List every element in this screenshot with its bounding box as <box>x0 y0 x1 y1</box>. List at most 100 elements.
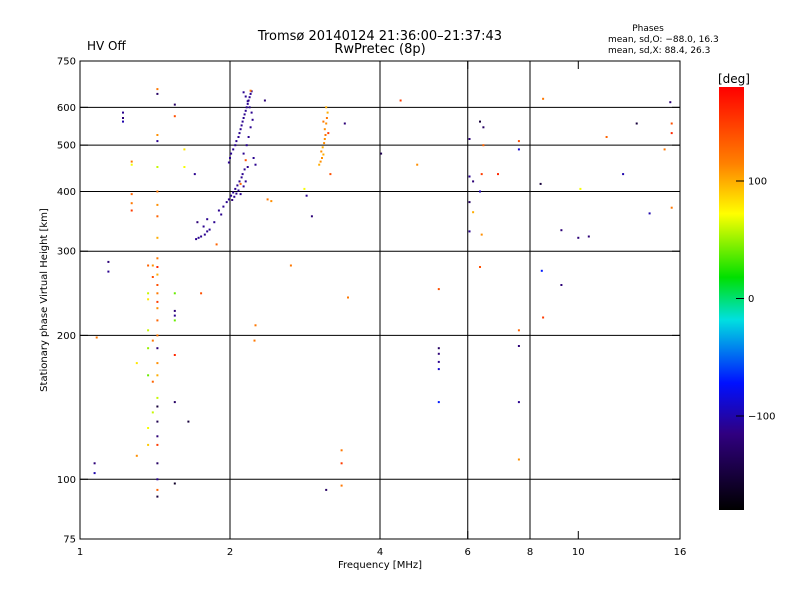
data-point <box>437 401 440 404</box>
data-point <box>327 132 330 135</box>
data-point <box>517 140 520 143</box>
x-tick-label: 6 <box>465 547 471 558</box>
data-point <box>135 362 138 365</box>
data-point <box>340 449 343 452</box>
data-point <box>173 314 176 317</box>
data-point <box>239 128 242 131</box>
data-point <box>206 218 209 221</box>
data-point <box>151 264 154 267</box>
data-point <box>251 118 254 121</box>
data-point <box>250 111 253 114</box>
data-point <box>669 101 672 104</box>
data-point <box>253 339 256 342</box>
colorbar-tick-label: −100 <box>748 412 775 423</box>
data-point <box>263 99 266 102</box>
data-point <box>156 420 159 423</box>
data-point <box>325 488 328 491</box>
data-point <box>244 159 247 162</box>
data-point <box>540 269 543 272</box>
data-point <box>196 221 199 224</box>
data-point <box>229 157 231 159</box>
data-point <box>173 115 176 118</box>
data-point <box>215 243 218 246</box>
data-point <box>236 184 239 187</box>
data-point <box>173 319 176 322</box>
data-point <box>479 190 481 193</box>
data-point <box>156 334 159 337</box>
data-point <box>635 122 638 125</box>
data-point <box>156 300 159 303</box>
data-point <box>670 122 673 125</box>
data-point <box>323 128 326 131</box>
data-point <box>237 189 240 192</box>
data-point <box>249 92 252 95</box>
data-point <box>151 411 154 414</box>
data-point <box>248 96 251 99</box>
data-point <box>238 132 241 135</box>
data-point <box>254 324 257 327</box>
colorbar-ticks: 100 0 −100 <box>736 177 775 423</box>
data-point <box>399 99 402 102</box>
data-point <box>130 209 133 212</box>
data-point <box>156 462 159 465</box>
data-point <box>246 100 249 103</box>
data-point <box>193 173 196 176</box>
data-point <box>468 230 471 233</box>
data-point <box>517 329 520 332</box>
data-point <box>156 190 159 193</box>
data-point <box>156 319 159 322</box>
data-point <box>156 435 159 438</box>
data-point <box>227 161 230 164</box>
data-point <box>249 89 252 92</box>
data-point <box>321 146 324 149</box>
data-point <box>244 95 247 98</box>
stats-x-line: mean, sd,X: 88.4, 26.3 <box>608 46 710 56</box>
data-point <box>147 292 150 295</box>
data-point <box>232 191 235 194</box>
data-point <box>147 298 150 301</box>
data-point <box>173 354 176 356</box>
stats-o-line: mean, sd,O: −88.0, 16.3 <box>608 35 719 45</box>
data-point <box>479 120 481 123</box>
data-point <box>321 157 323 159</box>
data-point <box>310 215 313 218</box>
data-point <box>239 182 242 185</box>
grid-lines <box>80 61 680 539</box>
data-point <box>252 157 255 159</box>
data-point <box>156 215 159 218</box>
data-point <box>242 91 245 94</box>
stats-heading: Phases <box>632 24 664 34</box>
data-point <box>197 236 200 239</box>
data-point <box>130 160 133 163</box>
data-point <box>156 88 159 91</box>
data-point <box>347 296 349 299</box>
data-point <box>107 260 110 263</box>
data-point <box>587 235 590 238</box>
data-point <box>222 205 225 208</box>
data-point <box>220 213 223 216</box>
data-point <box>542 97 545 100</box>
data-point <box>254 163 257 166</box>
data-point <box>468 201 471 204</box>
y-tick-label: 100 <box>57 475 76 486</box>
data-point <box>202 225 205 228</box>
data-point <box>663 148 666 151</box>
data-point <box>200 292 203 295</box>
data-point <box>156 443 159 446</box>
data-point <box>130 202 133 205</box>
data-point <box>173 292 176 295</box>
data-point <box>156 292 159 295</box>
data-point <box>325 117 328 119</box>
data-point <box>560 284 563 286</box>
chart-subtitle: RwPretec (8p) <box>334 42 425 57</box>
data-point <box>156 362 159 365</box>
data-point <box>233 195 236 198</box>
data-point <box>208 228 211 231</box>
data-point <box>156 495 159 498</box>
data-point <box>156 203 159 206</box>
data-point <box>416 163 419 166</box>
colorbar-label: [deg] <box>718 72 750 86</box>
x-tick-label: 16 <box>674 547 687 558</box>
data-point <box>437 368 440 371</box>
